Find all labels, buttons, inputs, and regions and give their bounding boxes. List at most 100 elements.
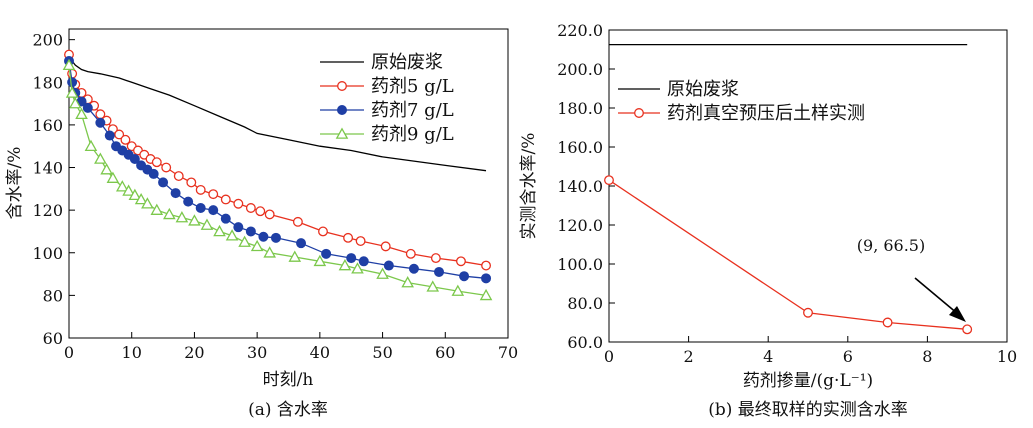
y-tick-label: 100.0	[557, 255, 603, 274]
data-point	[321, 248, 332, 259]
data-point	[114, 129, 125, 140]
panel-b-caption: (b) 最终取样的实测含水率	[708, 400, 908, 420]
y-tick-label: 200	[32, 31, 63, 50]
data-point	[106, 171, 120, 183]
data-point	[456, 256, 466, 267]
panel-b-annotation: (9, 66.5)	[857, 236, 966, 322]
y-tick-label: 140	[32, 159, 63, 178]
data-point	[882, 317, 893, 328]
data-point	[100, 163, 113, 175]
panel-a-series	[62, 49, 493, 301]
y-tick-label: 140.0	[557, 177, 603, 196]
data-point	[120, 134, 131, 145]
data-point	[481, 273, 492, 284]
data-point	[175, 211, 189, 223]
x-tick-label: 60	[435, 343, 455, 362]
data-point	[250, 239, 264, 252]
panel-b-plot-frame	[608, 29, 1008, 343]
data-point	[380, 241, 391, 252]
data-point	[255, 206, 266, 217]
data-point	[337, 105, 347, 115]
data-point	[94, 152, 107, 164]
data-point	[604, 175, 614, 186]
data-point	[479, 288, 493, 301]
data-point	[238, 235, 251, 247]
series-line	[68, 50, 487, 172]
panel-b: 0 2 4 6 8 10 60.0 80.0 100.0 120.0 140.0 160.0 180.0…	[519, 21, 1017, 420]
data-point	[200, 218, 214, 230]
data-point	[122, 184, 135, 196]
data-point	[225, 229, 239, 241]
y-tick-label: 200.0	[557, 60, 603, 79]
data-point	[258, 231, 269, 242]
y-tick-label: 220.0	[557, 21, 603, 40]
data-point	[408, 263, 419, 274]
data-point	[962, 324, 973, 335]
panel-a: 0 10 20 30 40 50 60 70 60 80 100 120 140 160 180 200 原始…	[5, 28, 518, 420]
x-tick-label: 2	[684, 347, 694, 366]
data-point	[803, 307, 813, 318]
data-point	[134, 192, 148, 205]
data-point	[195, 203, 206, 214]
annotation-label: (9, 66.5)	[857, 236, 925, 255]
y-tick-label: 80	[43, 286, 63, 305]
data-point	[208, 205, 219, 216]
data-point	[245, 203, 256, 213]
data-point	[67, 77, 78, 88]
legend-label: 药剂9 g/L	[371, 124, 454, 145]
legend-label: 药剂5 g/L	[371, 76, 454, 97]
data-point	[358, 256, 369, 267]
x-tick-label: 20	[184, 343, 204, 362]
x-tick-label: 0	[64, 343, 74, 362]
data-point	[116, 180, 129, 192]
data-point	[68, 97, 82, 109]
x-tick-label: 8	[922, 347, 932, 366]
data-point	[150, 203, 164, 215]
data-point	[186, 177, 197, 188]
data-point	[318, 226, 328, 237]
data-point	[148, 168, 159, 179]
data-point	[338, 259, 352, 271]
panel-b-xlabel: 药剂掺量/(g·L⁻¹)	[743, 371, 873, 391]
y-tick-label: 180.0	[557, 99, 603, 118]
data-point	[128, 188, 142, 201]
data-point	[75, 107, 88, 120]
data-point	[82, 102, 93, 113]
data-point	[95, 117, 106, 128]
data-point	[220, 194, 231, 205]
data-point	[163, 207, 176, 220]
data-point	[183, 196, 194, 207]
data-point	[62, 58, 76, 71]
data-point	[401, 276, 414, 288]
data-point	[434, 266, 445, 277]
data-point	[351, 262, 364, 274]
data-point	[376, 267, 389, 279]
legend-label: 药剂真空预压后土样实测	[667, 103, 865, 124]
y-tick-label: 160.0	[557, 138, 603, 157]
data-point	[208, 189, 219, 200]
data-point	[634, 108, 644, 118]
data-point	[84, 139, 98, 152]
data-point	[355, 236, 366, 246]
data-point	[296, 238, 307, 249]
panel-a-ylabel: 含水率/%	[5, 147, 25, 220]
y-tick-label: 60	[43, 329, 63, 348]
data-point	[405, 248, 416, 259]
data-point	[335, 127, 349, 139]
panel-a-ticks: 0 10 20 30 40 50 60 70 60 80 100 120 140 160 180 200	[32, 31, 518, 362]
x-tick-label: 10	[122, 343, 142, 362]
annotation-arrow-head	[949, 306, 966, 322]
data-point	[220, 213, 231, 224]
data-point	[459, 271, 470, 282]
x-tick-label: 4	[763, 347, 773, 366]
data-point	[481, 260, 492, 271]
x-tick-label: 10	[997, 347, 1017, 366]
x-tick-label: 50	[372, 343, 392, 362]
data-point	[346, 253, 357, 264]
data-point	[104, 130, 115, 141]
data-point	[188, 214, 201, 226]
data-point	[430, 253, 441, 264]
y-tick-label: 120.0	[557, 216, 603, 235]
x-tick-label: 30	[247, 343, 267, 362]
